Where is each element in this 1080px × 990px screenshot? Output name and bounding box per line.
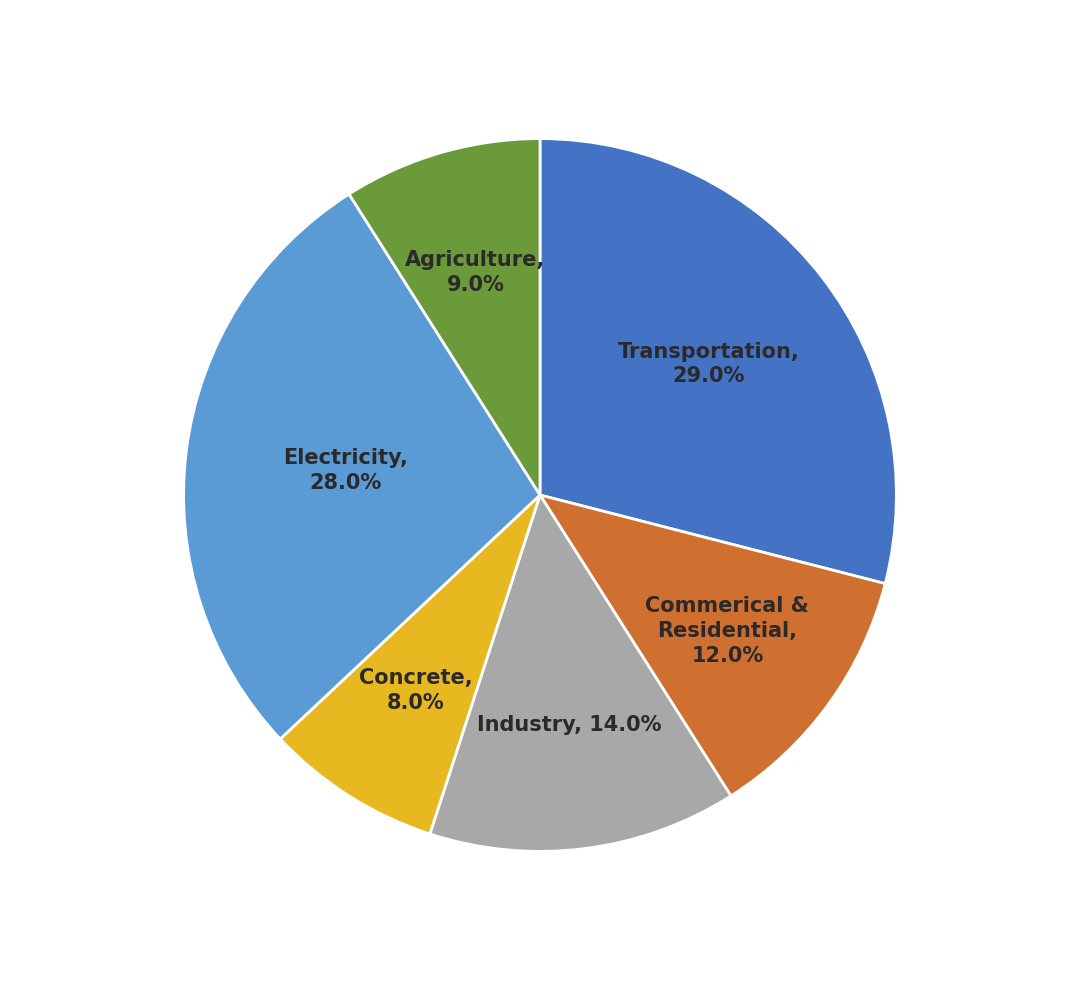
Text: Industry, 14.0%: Industry, 14.0%	[476, 715, 661, 735]
Wedge shape	[349, 139, 540, 495]
Text: Agriculture,
9.0%: Agriculture, 9.0%	[405, 250, 545, 295]
Wedge shape	[184, 194, 540, 739]
Text: Electricity,
28.0%: Electricity, 28.0%	[283, 448, 408, 493]
Wedge shape	[540, 495, 886, 796]
Text: Commerical &
Residential,
12.0%: Commerical & Residential, 12.0%	[646, 596, 809, 666]
Wedge shape	[430, 495, 731, 851]
Wedge shape	[280, 495, 540, 834]
Text: Transportation,
29.0%: Transportation, 29.0%	[618, 342, 800, 386]
Text: Concrete,
8.0%: Concrete, 8.0%	[359, 668, 473, 713]
Wedge shape	[540, 139, 896, 584]
